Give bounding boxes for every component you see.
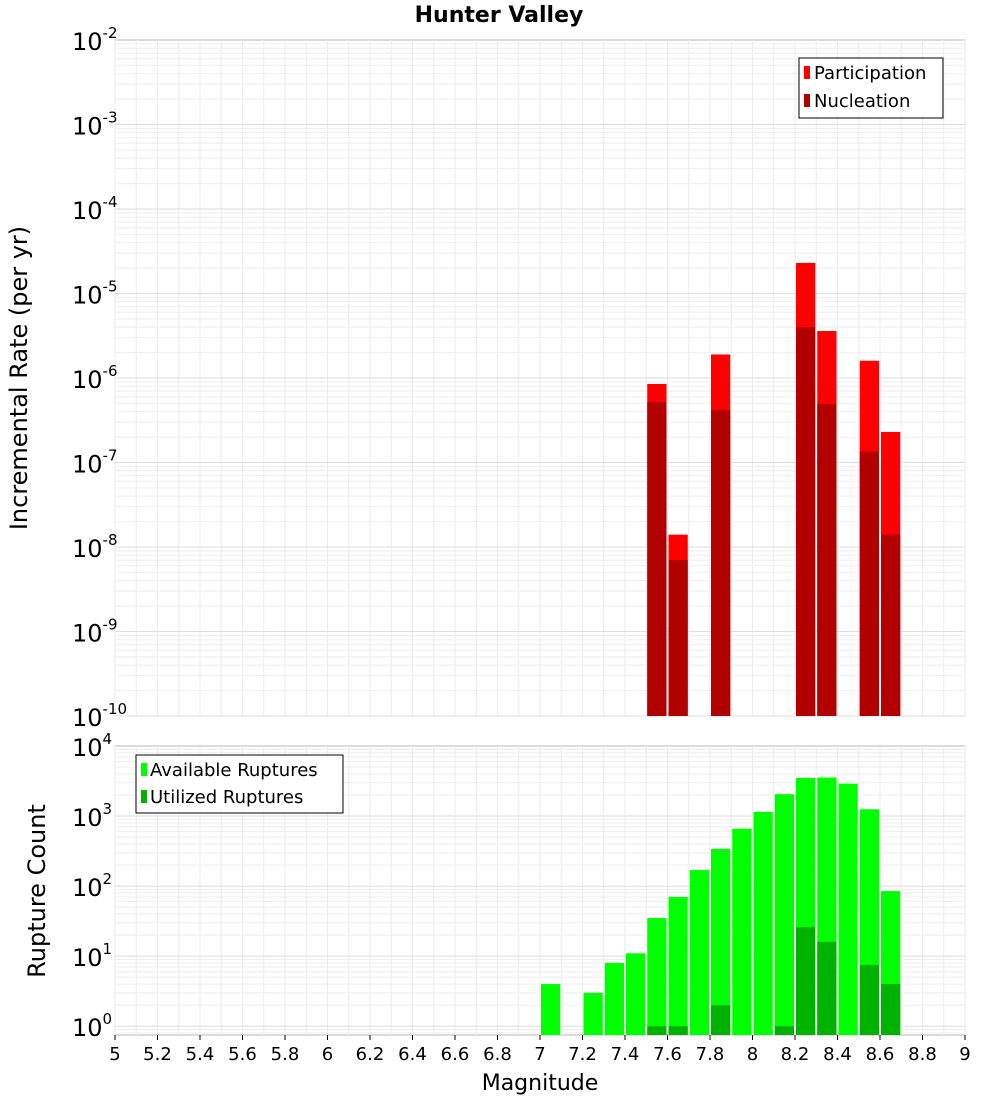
rate-bar-nucleation xyxy=(859,451,879,716)
count-bar-available-ruptures xyxy=(689,869,709,1035)
x-axis-label: Magnitude xyxy=(482,1071,599,1096)
rate-legend-box xyxy=(798,57,944,119)
count-panel: 100 101 102 103 104 5 5.2 5.4 5.6 5.8 6 6.2 6.4 6.6 6… xyxy=(23,730,971,1096)
rate-bar-nucleation xyxy=(668,560,688,716)
count-bar-utilized-ruptures xyxy=(859,964,879,1035)
count-bar-available-ruptures xyxy=(668,896,688,1035)
rate-y-tick-label: 10-10 xyxy=(72,700,127,732)
count-bar-available-ruptures xyxy=(838,783,858,1035)
x-tick-label: 5.6 xyxy=(228,1044,257,1065)
legend-swatch-nucleation xyxy=(804,94,810,107)
x-tick-label: 7.8 xyxy=(696,1044,725,1065)
legend-swatch-participation xyxy=(804,66,810,79)
x-tick-label: 9 xyxy=(959,1044,970,1065)
count-bars xyxy=(541,777,901,1035)
legend-label-utilized: Utilized Ruptures xyxy=(150,787,303,808)
rate-grid xyxy=(114,40,966,717)
count-bar-available-ruptures xyxy=(774,794,794,1035)
count-bar-available-ruptures xyxy=(732,828,752,1035)
rate-bar-nucleation xyxy=(711,409,731,716)
count-bar-utilized-ruptures xyxy=(796,927,816,1035)
count-bar-available-ruptures xyxy=(583,992,603,1035)
rate-y-tick-label: 10-9 xyxy=(72,616,118,648)
count-y-axis-label: Rupture Count xyxy=(23,804,51,978)
rate-legend: Participation Nucleation xyxy=(798,57,944,119)
x-tick-label: 7.6 xyxy=(653,1044,682,1065)
legend-label-nucleation: Nucleation xyxy=(814,91,910,112)
rate-bar-nucleation xyxy=(881,534,901,716)
x-tick-label: 7 xyxy=(534,1044,545,1065)
rate-y-tick-label: 10-3 xyxy=(72,109,118,141)
rate-y-ticks: 10-10 10-9 10-8 10-7 10-6 10-5 10-4 10-3 10-2 xyxy=(72,24,127,732)
count-y-ticks: 100 101 102 103 104 xyxy=(72,730,112,1042)
x-tick-label: 6 xyxy=(322,1044,333,1065)
count-bar-utilized-ruptures xyxy=(817,941,837,1035)
x-tick-label: 8.4 xyxy=(823,1044,852,1065)
chart-title: Hunter Valley xyxy=(415,3,584,28)
count-bar-utilized-ruptures xyxy=(881,984,901,1035)
legend-label-participation: Participation xyxy=(814,63,926,84)
count-bar-available-ruptures xyxy=(753,811,773,1035)
count-y-tick-label: 104 xyxy=(72,730,112,762)
magnitude-x-ticks: 5 5.2 5.4 5.6 5.8 6 6.2 6.4 6.6 6.8 7 7.2 7.4 7.6 7.8 8… xyxy=(109,1035,971,1065)
rate-bar-nucleation xyxy=(647,401,667,716)
x-tick-label: 5.4 xyxy=(186,1044,215,1065)
count-bar-utilized-ruptures xyxy=(774,1026,794,1035)
x-tick-label: 8.2 xyxy=(781,1044,810,1065)
rate-y-tick-label: 10-5 xyxy=(72,278,118,310)
count-bar-available-ruptures xyxy=(541,984,561,1035)
legend-swatch-available xyxy=(141,763,147,776)
count-legend-box xyxy=(135,754,344,814)
x-tick-label: 5 xyxy=(109,1044,120,1065)
rate-bars xyxy=(647,262,901,716)
count-bar-utilized-ruptures xyxy=(668,1026,688,1035)
count-y-tick-label: 102 xyxy=(72,870,112,902)
x-tick-label: 6.6 xyxy=(441,1044,470,1065)
rate-y-tick-label: 10-2 xyxy=(72,24,118,56)
rate-y-tick-label: 10-4 xyxy=(72,193,118,225)
rate-y-tick-label: 10-6 xyxy=(72,362,118,394)
rate-y-tick-label: 10-7 xyxy=(72,447,118,479)
count-bar-available-ruptures xyxy=(604,962,624,1035)
count-y-tick-label: 100 xyxy=(72,1010,112,1042)
count-y-tick-label: 101 xyxy=(72,940,112,972)
rate-bar-nucleation xyxy=(817,404,837,716)
x-tick-label: 8.8 xyxy=(908,1044,937,1065)
x-tick-label: 8.6 xyxy=(866,1044,895,1065)
x-tick-label: 8 xyxy=(747,1044,758,1065)
count-legend: Available Ruptures Utilized Ruptures xyxy=(135,754,344,814)
count-bar-available-ruptures xyxy=(711,848,731,1035)
count-y-tick-label: 103 xyxy=(72,800,112,832)
rate-y-tick-label: 10-8 xyxy=(72,531,118,563)
x-tick-label: 6.8 xyxy=(483,1044,512,1065)
count-bar-utilized-ruptures xyxy=(647,1026,667,1035)
rate-y-axis-label: Incremental Rate (per yr) xyxy=(5,226,33,530)
rate-bar-nucleation xyxy=(796,327,816,716)
count-bar-available-ruptures xyxy=(626,953,646,1035)
x-tick-label: 6.2 xyxy=(356,1044,385,1065)
rate-panel: 10-10 10-9 10-8 10-7 10-6 10-5 10-4 10-3 10-2 In… xyxy=(5,24,966,732)
x-tick-label: 5.2 xyxy=(143,1044,172,1065)
legend-swatch-utilized xyxy=(141,790,147,803)
x-tick-label: 6.4 xyxy=(398,1044,427,1065)
x-tick-label: 5.8 xyxy=(271,1044,300,1065)
x-tick-label: 7.4 xyxy=(611,1044,640,1065)
count-bar-available-ruptures xyxy=(647,918,667,1035)
x-tick-label: 7.2 xyxy=(568,1044,597,1065)
legend-label-available: Available Ruptures xyxy=(150,760,318,781)
count-bar-utilized-ruptures xyxy=(711,1005,731,1035)
